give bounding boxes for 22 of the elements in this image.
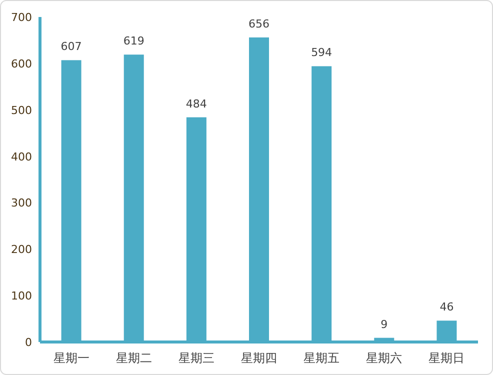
data-label: 9 xyxy=(380,318,388,331)
y-tick-label: 600 xyxy=(11,57,32,70)
y-tick-label: 100 xyxy=(11,290,32,303)
x-tick-label: 星期三 xyxy=(178,351,214,365)
data-label: 619 xyxy=(123,34,144,48)
x-tick-label: 星期五 xyxy=(304,351,340,365)
data-label: 594 xyxy=(311,46,332,60)
y-tick-label: 200 xyxy=(11,243,32,256)
data-label: 46 xyxy=(440,300,454,314)
x-tick-label: 星期一 xyxy=(53,351,90,365)
y-tick-label: 0 xyxy=(25,336,32,349)
y-tick-label: 300 xyxy=(11,196,32,210)
y-tick-label: 700 xyxy=(11,11,32,24)
data-label: 484 xyxy=(186,97,207,110)
data-label: 656 xyxy=(248,17,270,30)
y-tick-label: 400 xyxy=(11,150,32,164)
data-label: 607 xyxy=(60,40,82,54)
x-tick-label: 星期日 xyxy=(428,351,465,365)
y-tick-label: 500 xyxy=(11,104,32,117)
x-tick-label: 星期二 xyxy=(116,351,152,365)
x-tick-label: 星期六 xyxy=(366,351,402,365)
x-tick-label: 星期四 xyxy=(241,351,277,365)
